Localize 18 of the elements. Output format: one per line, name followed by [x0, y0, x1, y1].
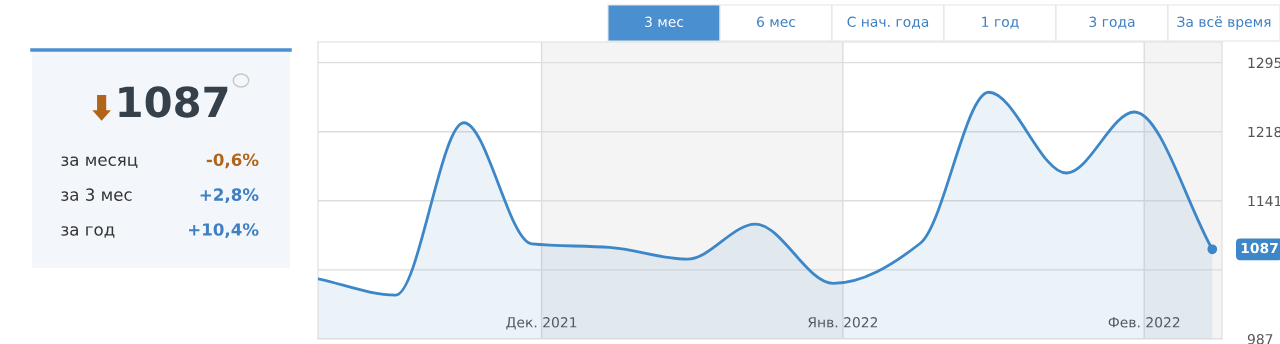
y-tick-label: 987: [1247, 333, 1273, 344]
text: 6 мес: [757, 16, 796, 28]
text: 3 года: [1089, 16, 1135, 29]
text: +10,4%: [189, 223, 259, 238]
x-tick-label: Янв. 2022: [808, 317, 878, 328]
x-tick-label: Дек. 2021: [506, 317, 577, 330]
text: 3 мес: [645, 16, 684, 28]
text: За всё время: [1177, 16, 1271, 30]
x-tick-label: Фев. 2022: [1108, 317, 1180, 328]
text: за год: [61, 226, 115, 238]
annotation: 1087: [1241, 242, 1278, 254]
text: за 3 мес: [61, 188, 132, 201]
text: за месяц: [61, 156, 138, 169]
text: +2,8%: [200, 188, 259, 204]
text: С нач. года: [847, 16, 929, 29]
text: 1087: [119, 86, 228, 118]
text: 1 год: [982, 16, 1019, 29]
text: -0,6%: [206, 153, 259, 169]
